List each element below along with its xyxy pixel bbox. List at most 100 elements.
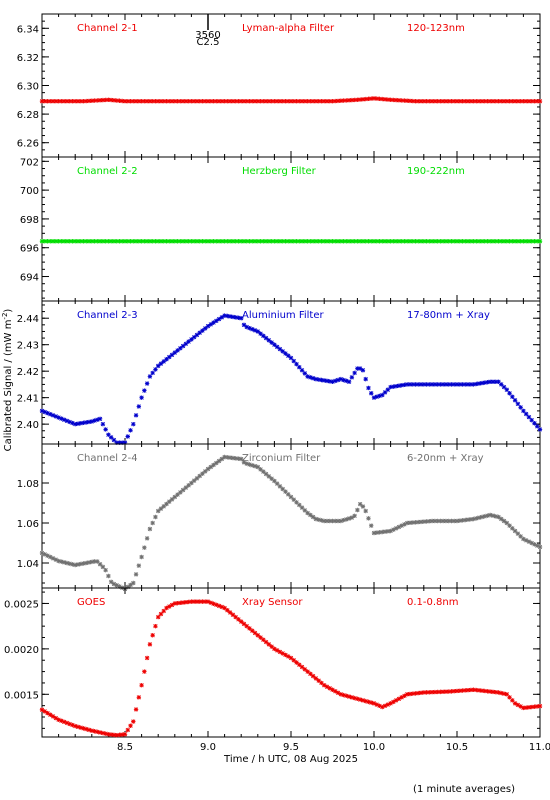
data-point xyxy=(203,599,208,604)
data-point xyxy=(424,690,429,695)
data-point xyxy=(189,239,194,244)
data-point xyxy=(416,519,421,525)
data-point xyxy=(45,410,50,416)
y-tick-label: 2.43 xyxy=(17,341,39,352)
data-point xyxy=(410,382,415,387)
data-point xyxy=(515,531,521,536)
data-point xyxy=(465,99,471,104)
data-point xyxy=(147,239,153,244)
data-point xyxy=(335,377,341,383)
data-point xyxy=(189,480,194,486)
data-point xyxy=(103,731,108,736)
data-point xyxy=(169,602,175,608)
data-point xyxy=(111,581,117,587)
data-point xyxy=(341,692,346,698)
data-point xyxy=(523,99,529,104)
data-point xyxy=(167,239,172,244)
data-point xyxy=(250,463,255,468)
data-point xyxy=(203,99,208,104)
data-point xyxy=(247,462,252,467)
y-axis-label-superscript: -2 xyxy=(1,313,9,320)
data-point xyxy=(471,99,476,104)
data-point xyxy=(526,99,532,104)
data-point xyxy=(427,690,432,695)
panel-channel-label: GOES xyxy=(77,597,105,608)
data-point xyxy=(189,99,194,104)
data-point xyxy=(391,527,396,532)
data-point xyxy=(499,239,504,244)
data-point xyxy=(203,469,208,474)
data-point xyxy=(164,99,169,104)
data-point xyxy=(169,239,175,244)
data-point xyxy=(407,382,413,387)
data-point xyxy=(144,536,150,541)
data-point xyxy=(504,520,509,526)
data-point xyxy=(258,467,263,472)
data-point xyxy=(161,359,166,364)
data-point xyxy=(219,456,225,462)
data-point xyxy=(258,99,263,104)
data-point xyxy=(385,97,391,102)
data-point xyxy=(429,239,435,244)
panel-frame xyxy=(41,13,541,158)
data-point xyxy=(302,239,308,244)
data-point xyxy=(108,732,114,737)
data-point xyxy=(396,696,402,702)
data-point xyxy=(214,318,219,324)
data-point xyxy=(64,560,70,566)
data-point xyxy=(532,542,537,547)
data-point xyxy=(396,524,402,530)
data-point xyxy=(122,99,128,104)
data-point xyxy=(521,536,526,542)
data-point xyxy=(418,382,424,387)
data-point xyxy=(449,689,454,694)
data-point xyxy=(50,714,56,719)
data-point xyxy=(222,454,227,460)
data-point xyxy=(92,98,97,103)
data-point xyxy=(413,382,418,387)
data-point xyxy=(512,398,518,403)
data-point xyxy=(236,617,241,622)
data-point xyxy=(421,690,426,695)
y-tick-label: 702 xyxy=(20,157,39,168)
data-point xyxy=(410,98,415,104)
data-point xyxy=(507,239,512,244)
panel-filter-label: Xray Sensor xyxy=(242,597,303,608)
data-point xyxy=(92,418,97,423)
data-point xyxy=(369,239,374,244)
data-point xyxy=(294,660,299,665)
data-point xyxy=(241,99,247,104)
data-point xyxy=(53,715,59,721)
data-point xyxy=(64,239,70,244)
data-point xyxy=(194,239,200,244)
data-point xyxy=(479,688,485,693)
data-point xyxy=(222,239,227,244)
data-point xyxy=(128,582,133,588)
data-point xyxy=(89,419,94,424)
data-point xyxy=(86,727,92,733)
data-point xyxy=(222,313,227,318)
data-point xyxy=(504,99,509,104)
data-point xyxy=(156,614,161,620)
data-point xyxy=(399,383,404,388)
data-point xyxy=(205,466,211,472)
data-point xyxy=(39,99,45,104)
data-point xyxy=(485,513,490,518)
data-point xyxy=(286,654,291,659)
data-point xyxy=(424,99,429,104)
data-point xyxy=(280,349,285,354)
data-point xyxy=(48,712,53,717)
data-point xyxy=(529,239,534,244)
x-tick-label: 10.5 xyxy=(446,742,468,753)
data-point xyxy=(427,519,432,524)
data-point xyxy=(416,239,421,244)
data-point xyxy=(247,626,252,631)
data-point xyxy=(48,99,53,104)
data-point xyxy=(452,99,457,104)
y-tick-label: 694 xyxy=(20,273,39,284)
data-point xyxy=(438,689,443,695)
data-point xyxy=(421,239,426,244)
data-point xyxy=(482,380,487,385)
data-point xyxy=(133,572,139,577)
data-point xyxy=(335,98,341,104)
